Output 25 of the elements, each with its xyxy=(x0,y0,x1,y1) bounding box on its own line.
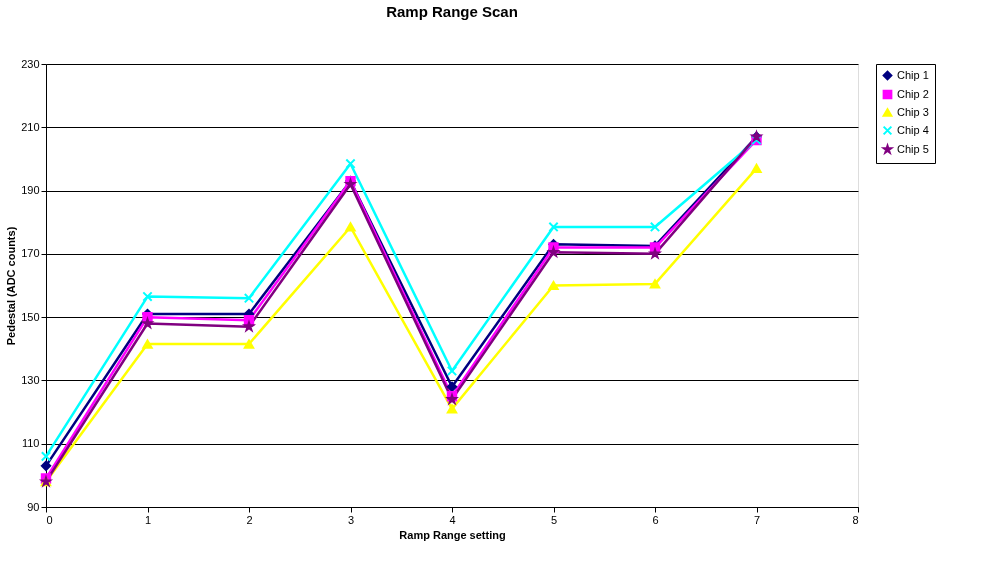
x-tick-label: 8 xyxy=(852,513,859,526)
x-tick-label: 0 xyxy=(46,513,53,526)
legend-label: Chip 5 xyxy=(897,142,929,155)
y-tick-label: 90 xyxy=(27,500,40,513)
chart-title: Ramp Range Scan xyxy=(386,3,518,20)
y-axis-title: Pedestal (ADC counts) xyxy=(5,226,18,346)
x-tick-label: 4 xyxy=(449,513,456,526)
x-tick-label: 1 xyxy=(144,513,152,526)
legend-label: Chip 3 xyxy=(897,105,929,118)
y-tick-label: 130 xyxy=(21,373,40,386)
y-tick-label: 190 xyxy=(21,184,40,197)
legend-label: Chip 1 xyxy=(897,68,929,81)
y-tick-label: 230 xyxy=(21,57,40,70)
legend-label: Chip 4 xyxy=(897,123,929,136)
x-tick-label: 5 xyxy=(550,513,558,526)
x-tick-label: 3 xyxy=(347,513,355,526)
x-axis-title: Ramp Range setting xyxy=(399,528,506,541)
y-tick-label: 110 xyxy=(21,437,40,450)
x-tick-label: 6 xyxy=(652,513,659,526)
y-tick-label: 210 xyxy=(21,120,40,133)
y-tick-label: 170 xyxy=(21,247,40,260)
legend-label: Chip 2 xyxy=(897,87,929,100)
y-tick-label: 150 xyxy=(21,310,40,323)
x-tick-label: 2 xyxy=(246,513,253,526)
x-tick-label: 7 xyxy=(753,513,761,526)
